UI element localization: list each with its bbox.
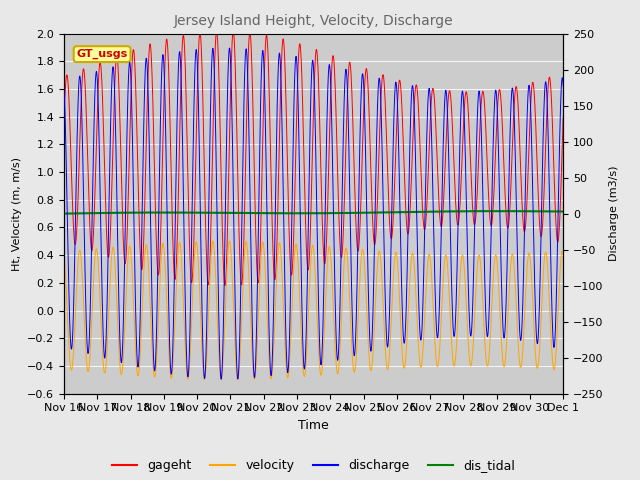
Y-axis label: Ht, Velocity (m, m/s): Ht, Velocity (m, m/s) bbox=[12, 156, 22, 271]
X-axis label: Time: Time bbox=[298, 419, 329, 432]
Text: GT_usgs: GT_usgs bbox=[77, 49, 128, 59]
Y-axis label: Discharge (m3/s): Discharge (m3/s) bbox=[609, 166, 619, 261]
Legend: gageht, velocity, discharge, dis_tidal: gageht, velocity, discharge, dis_tidal bbox=[108, 455, 520, 477]
Title: Jersey Island Height, Velocity, Discharge: Jersey Island Height, Velocity, Discharg… bbox=[174, 14, 453, 28]
